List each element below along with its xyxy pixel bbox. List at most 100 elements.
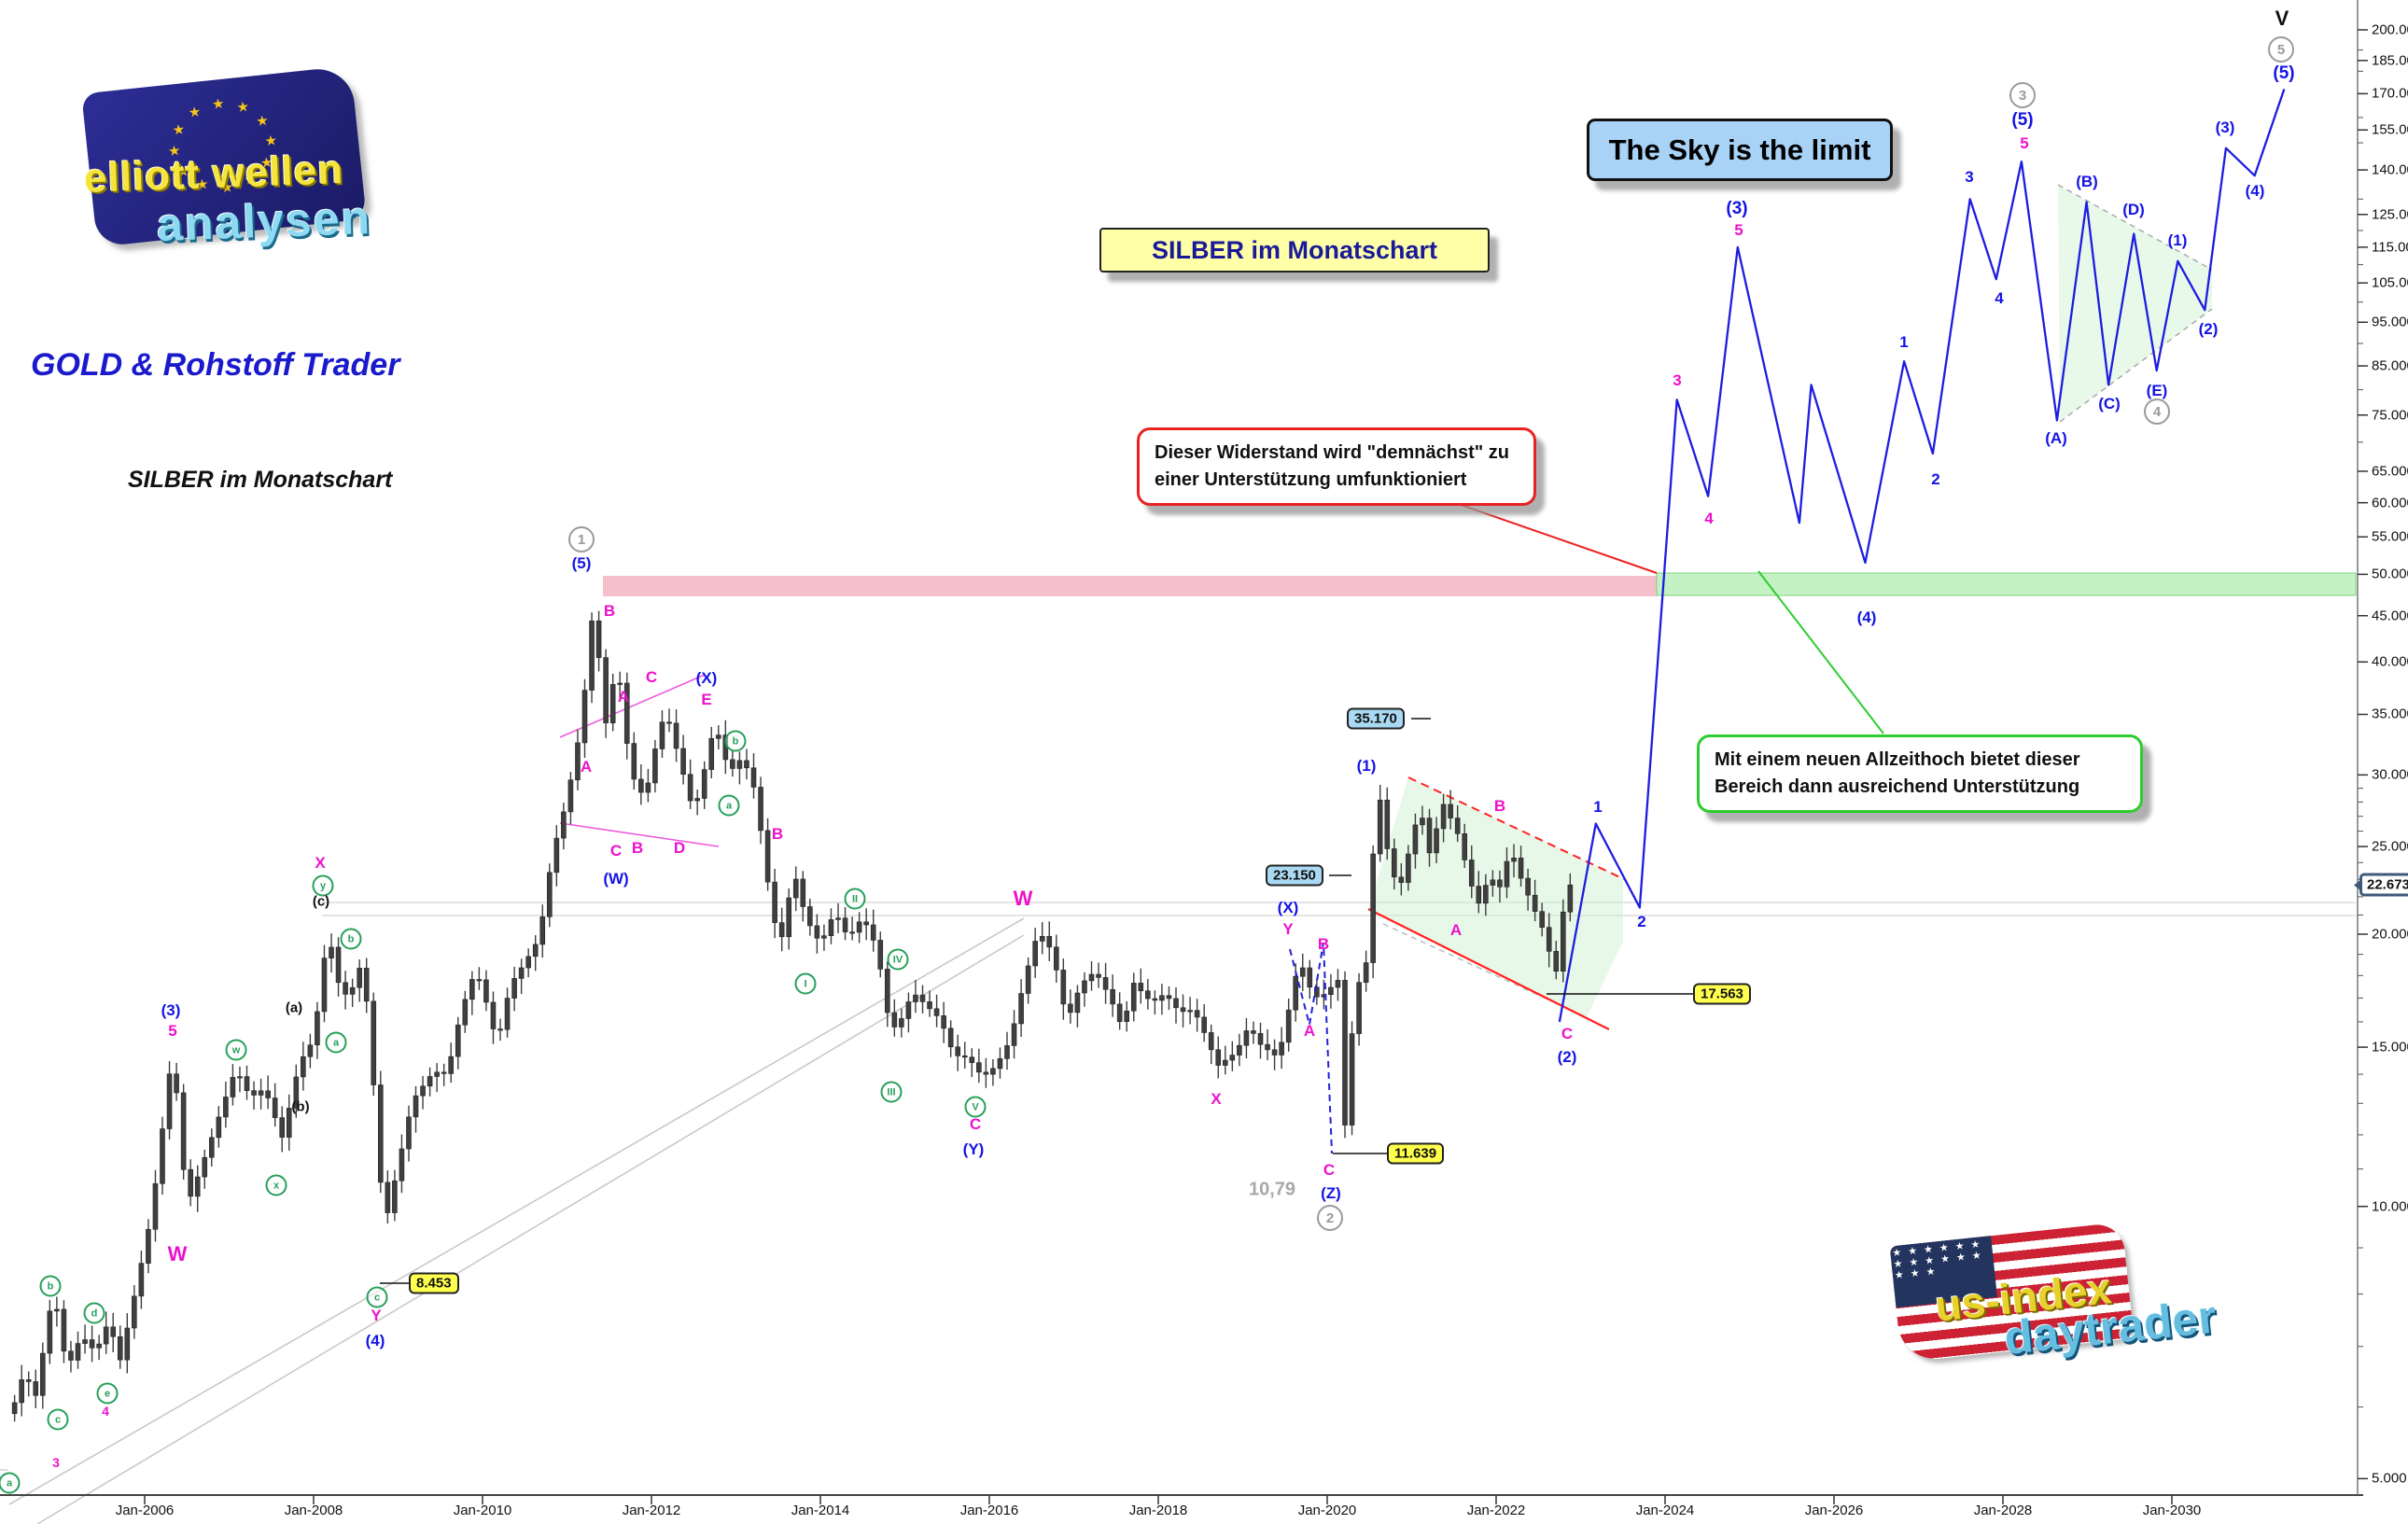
- wave-label: B: [1493, 797, 1506, 815]
- wave-label: X: [1211, 1090, 1222, 1108]
- candle-body: [800, 878, 806, 907]
- wave-label: B: [603, 602, 616, 620]
- wave-label: 5: [1734, 221, 1743, 239]
- wave-label: B: [1317, 935, 1330, 953]
- wave-label: (1): [2167, 231, 2188, 249]
- triangle-fill: [2058, 185, 2212, 422]
- page-title: GOLD & Rohstoff Trader: [31, 347, 400, 383]
- candle-body: [715, 734, 721, 739]
- candle-body: [575, 742, 581, 781]
- wave-label: E: [701, 691, 712, 708]
- candle-body: [877, 940, 884, 970]
- wave-label: 1: [1593, 798, 1603, 816]
- long-term-trendline: [36, 934, 1025, 1524]
- candle-body: [202, 1156, 208, 1178]
- candle-body: [1173, 998, 1179, 1009]
- y-axis-tick-label: 200.000: [2372, 21, 2408, 38]
- candle-body: [1560, 911, 1566, 972]
- wave-label-black: (b): [291, 1098, 310, 1115]
- y-axis-tick-label: 55.000: [2372, 528, 2408, 545]
- candle-body: [919, 994, 926, 1002]
- candle-body: [39, 1352, 46, 1396]
- candle-body: [1525, 877, 1531, 896]
- wave-label: (C): [2098, 395, 2121, 412]
- candle-body: [1257, 1033, 1264, 1045]
- wave-label: A: [617, 688, 630, 706]
- candle-body: [814, 925, 820, 939]
- circled-number-label: 1: [568, 526, 595, 552]
- candle-body: [434, 1071, 440, 1077]
- candle-body: [645, 782, 651, 793]
- resistance-note-line2: einer Unterstützung umfunktioniert: [1155, 469, 1467, 490]
- candle-body: [237, 1076, 243, 1079]
- wave-label: 5: [168, 1022, 177, 1040]
- candle-body: [983, 1071, 989, 1075]
- wave-label: (4): [2245, 182, 2265, 200]
- candle-body: [138, 1263, 145, 1297]
- wave-label: (5): [2011, 110, 2034, 130]
- price-marker-8.453: 8.453: [409, 1272, 459, 1294]
- candle-body: [870, 924, 876, 941]
- candle-body: [736, 760, 743, 769]
- candle-body: [561, 811, 567, 839]
- triangle-dashed-edge: [2059, 308, 2213, 423]
- candle-body: [1229, 1055, 1236, 1061]
- triangle-dashed-edge: [2057, 184, 2213, 271]
- wave-label: 4: [1995, 289, 2004, 307]
- candle-body: [1476, 886, 1482, 904]
- y-axis-tick-label: 105.000: [2372, 274, 2408, 291]
- candle-body: [933, 1008, 940, 1016]
- candle-body: [1567, 884, 1574, 913]
- circled-letter-label: b: [39, 1275, 62, 1297]
- candle-body: [1194, 1010, 1200, 1018]
- candle-body: [884, 969, 890, 1014]
- candle-body: [1398, 876, 1405, 883]
- y-axis-tick-label: 10.000: [2372, 1198, 2408, 1215]
- candle-body: [1434, 828, 1439, 854]
- wave-label: (X): [695, 669, 718, 687]
- candle-body: [33, 1381, 39, 1396]
- y-axis-tick-label: 140.000: [2372, 161, 2408, 178]
- candle-body: [1074, 992, 1081, 1014]
- x-axis-tick-label: Jan-2006: [115, 1503, 175, 1518]
- y-axis-tick-label: 45.000: [2372, 608, 2408, 624]
- candle-body: [1391, 848, 1397, 878]
- candle-body: [532, 944, 539, 958]
- x-axis-tick-label: Jan-2026: [1804, 1503, 1864, 1518]
- x-axis-tick-label: Jan-2020: [1297, 1503, 1357, 1518]
- elliott-projection-line: [1558, 89, 2286, 1023]
- y-axis-tick-label: 50.000: [2372, 566, 2408, 582]
- candle-body: [68, 1350, 74, 1361]
- wave-label: (1): [1356, 757, 1377, 775]
- y-axis-tick-label: 85.000: [2372, 357, 2408, 374]
- candle-body: [1046, 935, 1053, 948]
- candle-body: [828, 919, 834, 936]
- candle-body: [589, 620, 595, 691]
- circled-letter-label: a: [0, 1472, 21, 1494]
- candle-body: [807, 906, 813, 927]
- candle-body: [1553, 951, 1560, 972]
- candle-body: [1468, 860, 1475, 887]
- candle-body: [1293, 975, 1299, 1011]
- channel-lower-line: [1367, 908, 1610, 1030]
- y-axis-tick-label: 60.000: [2372, 495, 2408, 511]
- page-subtitle: SILBER im Monatschart: [128, 467, 393, 493]
- candle-body: [778, 922, 785, 938]
- circled-letter-label: x: [265, 1174, 287, 1196]
- circled-number-label: 4: [2144, 398, 2170, 425]
- candle-body: [124, 1327, 131, 1361]
- candle-body: [1511, 858, 1517, 862]
- candle-body: [371, 1000, 377, 1085]
- y-axis-tick-label: 115.000: [2372, 239, 2408, 256]
- circled-letter-label: IV: [887, 948, 909, 971]
- candle-body: [1159, 995, 1165, 1001]
- chart-title-box: SILBER im Monatschart: [1099, 228, 1490, 273]
- candle-body: [1412, 824, 1419, 855]
- candle-body: [377, 1084, 384, 1183]
- sky-limit-box: The Sky is the limit: [1587, 119, 1893, 181]
- candle-body: [1130, 983, 1137, 1012]
- candle-body: [856, 921, 862, 933]
- wave-label: (A): [2045, 429, 2067, 447]
